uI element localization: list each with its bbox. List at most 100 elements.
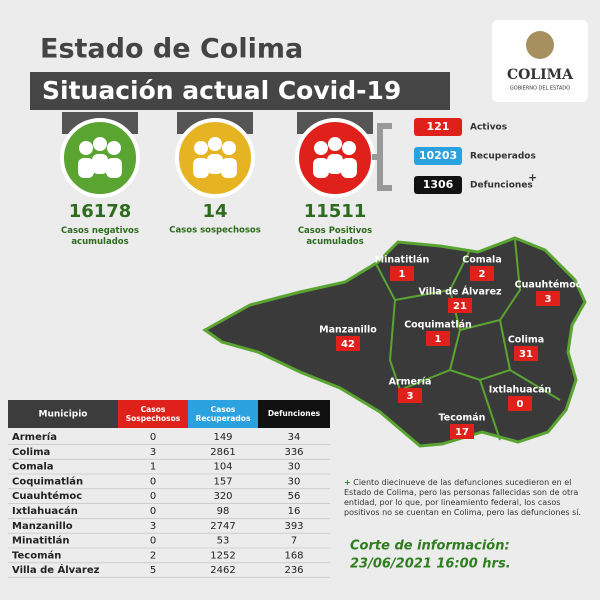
table-value: 168 [284,550,303,561]
table-value: 236 [284,565,303,576]
person-body [92,154,108,174]
map-box [508,396,532,411]
table-value: 320 [213,491,232,502]
map-name: Colima [508,335,544,346]
cutoff-date: 23/06/2021 16:00 hrs. [350,557,511,572]
person-body [106,158,122,178]
breakdown-mark: + [528,171,537,184]
map-value: 17 [455,427,469,438]
breakdown-label: Activos [470,123,507,133]
person-head [208,137,222,151]
person-head [314,141,328,155]
breakdown-box [414,147,462,165]
person-head [194,141,208,155]
table-value: 7 [291,536,297,547]
table-value: 98 [217,506,230,517]
table-value: 3 [150,521,156,532]
person-body [193,158,209,178]
table-municipio: Armería [12,431,57,443]
municipal-borders [374,239,561,441]
map-box [470,266,494,281]
stat-label: Casos Positivos acumulados [298,226,372,247]
person-head [107,141,121,155]
table-value: 104 [213,462,232,473]
map-value: 1 [435,334,442,345]
map-name: Villa de Álvarez [418,286,502,298]
table-value: 157 [213,476,232,487]
stat-label: Casos negativos acumulados [61,226,139,247]
bracket [372,123,392,191]
map-box [426,331,450,346]
table-value: 1 [150,462,156,473]
table-municipio: Villa de Álvarez [12,563,100,576]
table-header-cell [8,400,118,428]
table-value: 0 [150,491,156,502]
map-box [514,346,538,361]
map-value: 3 [407,391,414,402]
logo-emblem [526,31,554,59]
table-value: 2462 [210,565,235,576]
table-municipio: Tecomán [12,549,61,561]
map-name: Ixtlahuacán [489,385,552,396]
table-municipio: Colima [12,447,50,458]
table-value: 0 [150,432,156,443]
table-municipio: Cuauhtémoc [12,490,82,502]
stat-value: 16178 [69,201,132,222]
breakdown-label: Defunciones [470,181,533,191]
map-value: 1 [399,269,406,280]
map-box [336,336,360,351]
person-head [328,137,342,151]
map-value: 31 [519,349,533,360]
map-value: 42 [341,339,355,350]
subtitle-bar [30,72,450,110]
breakdown-box [414,118,462,136]
person-body [313,158,329,178]
table-value: 2 [150,550,156,561]
person-body [207,154,223,174]
table-value: 393 [284,521,303,532]
table-value: 3 [150,447,156,458]
table-value: 30 [288,462,301,473]
table-municipio: Ixtlahuacán [12,505,78,517]
map-box [448,298,472,313]
table-header: Municipio [39,410,88,420]
person-body [78,158,94,178]
title: Estado de Colima [40,34,303,65]
state-map [202,236,587,448]
map-value: 21 [453,301,467,312]
logo-box [492,20,588,102]
map-box [390,266,414,281]
breakdown-value: 1306 [423,178,454,191]
person-head [79,141,93,155]
map-name: Cuauhtémoc [515,280,582,291]
map-name: Minatitlán [375,255,430,266]
breakdown-box [414,176,462,194]
person-body [327,154,343,174]
person-head [342,141,356,155]
table-header: Casos Recuperados [196,405,251,423]
map-box [536,291,560,306]
stat-value: 11511 [304,201,367,222]
map-name: Armería [389,377,432,388]
breakdown-label: Recuperados [470,152,536,162]
table-value: 0 [150,476,156,487]
table-value: 5 [150,565,156,576]
stat-label: Casos sospechosos [169,226,261,236]
table-value: 16 [288,506,301,517]
table-value: 56 [288,491,301,502]
cutoff-title: Corte de información: [350,539,510,554]
table-municipio: Coquimatlán [12,475,83,487]
map-value: 3 [545,294,552,305]
table-header-cell [188,400,258,428]
table-municipio: Manzanillo [12,521,73,532]
person-head [222,141,236,155]
table-municipio: Minatitlán [12,535,70,547]
map-name: Comala [462,255,501,266]
table-value: 2747 [210,521,235,532]
table-value: 336 [284,447,303,458]
person-body [221,158,237,178]
map-value: 0 [517,399,524,410]
table-value: 30 [288,476,301,487]
